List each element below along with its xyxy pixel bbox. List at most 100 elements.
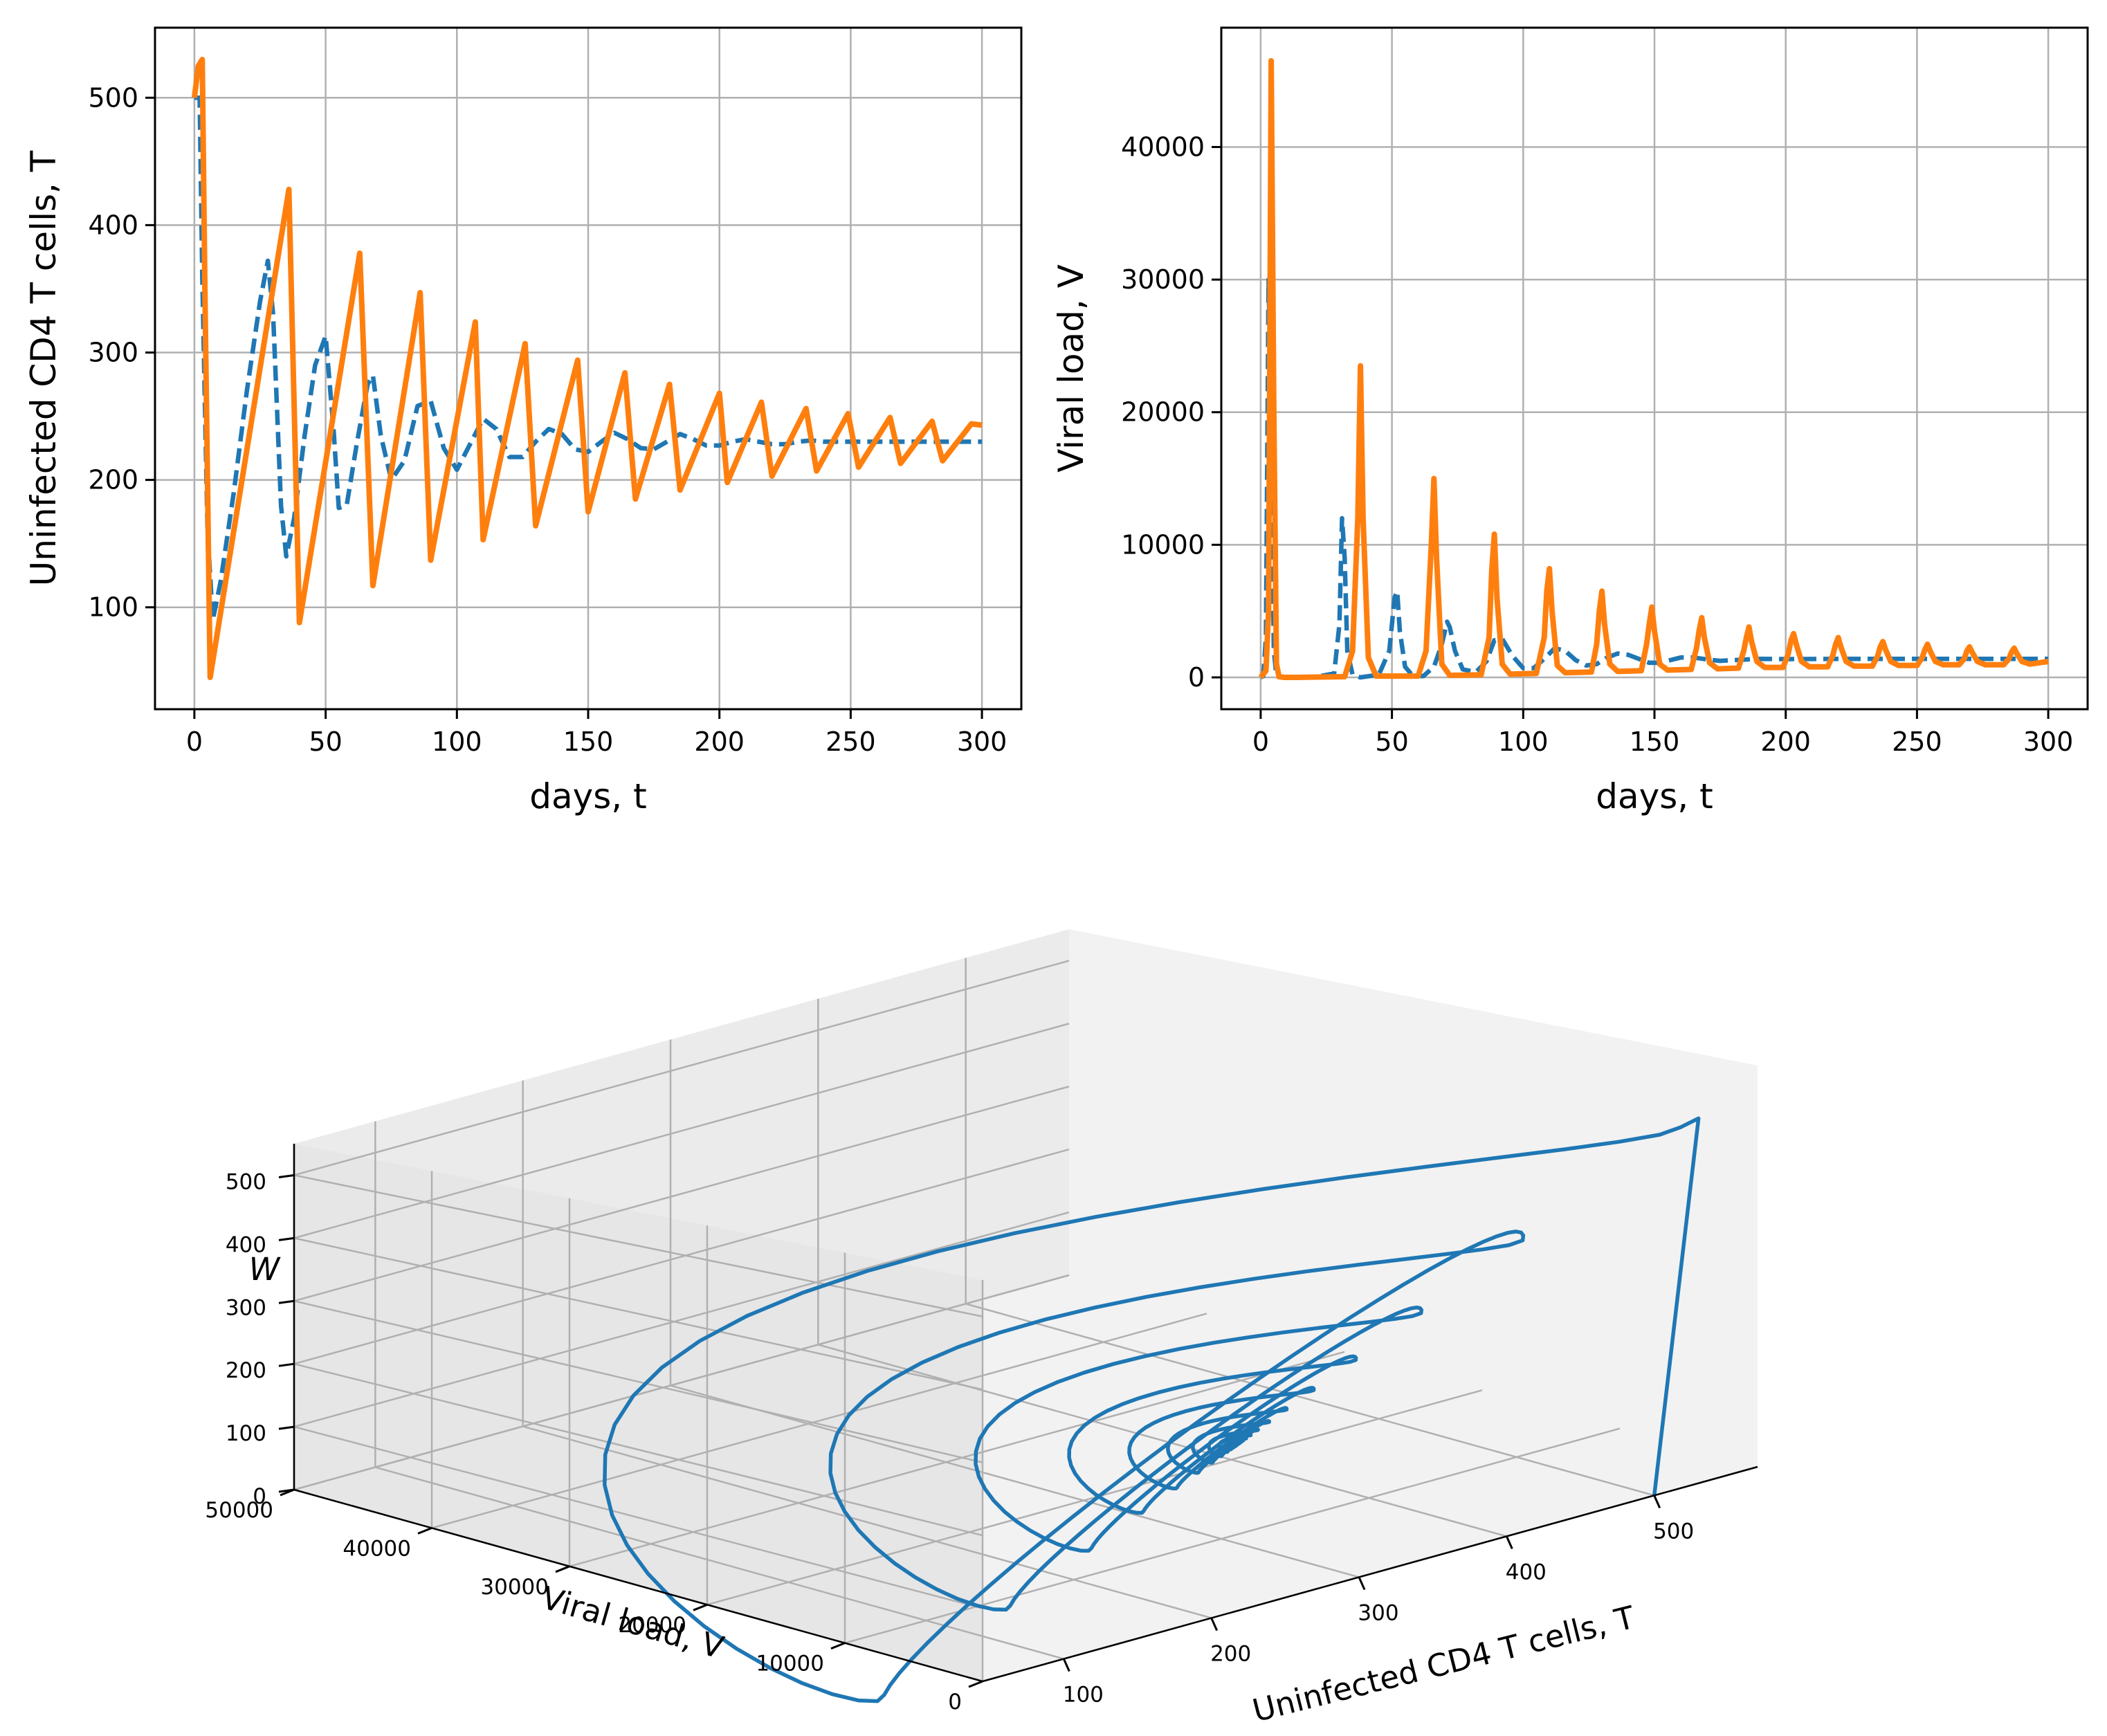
v-plot-grid xyxy=(1221,28,2088,709)
t-plot-grid xyxy=(155,28,1021,709)
z-gridline xyxy=(293,1237,983,1391)
y-tick-label: 300 xyxy=(88,337,138,367)
v-plot-ylabel: Viral load, V xyxy=(1051,264,1091,473)
x-tick-label: 0 xyxy=(186,727,203,757)
y-tick-label: 40000 xyxy=(343,1536,411,1561)
y-tick-label: 400 xyxy=(88,210,138,240)
y-tick-label: 0 xyxy=(948,1690,962,1715)
z-gridline xyxy=(293,1362,983,1537)
x-tick-label: 100 xyxy=(432,727,482,757)
x-tick-mark xyxy=(1062,1658,1070,1672)
z-tick-mark xyxy=(278,1173,295,1178)
subplot-3d-phase: 1002003004005000100002000030000400005000… xyxy=(205,929,1758,1729)
x-tick-label: 300 xyxy=(957,727,1007,757)
x-tick-label: 50 xyxy=(309,727,342,757)
y-tick-label: 30000 xyxy=(1121,264,1205,295)
x-gridline xyxy=(522,1425,1212,1619)
series-line-model-solid xyxy=(191,57,983,680)
z-tick-label: 400 xyxy=(226,1232,266,1257)
z-tick-label: 300 xyxy=(226,1295,266,1320)
x-tick-label: 300 xyxy=(1358,1600,1398,1625)
y-tick-label: 40000 xyxy=(1121,131,1205,162)
x-tick-mark xyxy=(1505,1535,1513,1549)
x-tick-label: 150 xyxy=(563,727,614,757)
z-tick-label: 100 xyxy=(226,1421,266,1446)
x-tick-label: 250 xyxy=(826,727,876,757)
z-gridline xyxy=(293,1086,1070,1302)
y-gridline xyxy=(569,1351,1345,1568)
x-gridline xyxy=(817,1344,1507,1537)
x-tick-mark xyxy=(1653,1495,1661,1508)
z-tick-label: 200 xyxy=(226,1358,266,1383)
x-tick-label: 100 xyxy=(1063,1683,1104,1708)
x-gridline xyxy=(670,1385,1360,1578)
y-tick-mark xyxy=(555,1565,570,1573)
z-gridline xyxy=(293,1174,983,1317)
t-plot-xlabel: days, t xyxy=(529,776,646,816)
x-tick-label: 0 xyxy=(1252,727,1269,757)
y-tick-mark xyxy=(968,1680,983,1688)
v-plot-xlabel: days, t xyxy=(1596,776,1713,816)
x-tick-mark xyxy=(1210,1617,1219,1632)
series-line-model-dashed xyxy=(1259,277,2049,680)
y-gridline xyxy=(431,1313,1207,1529)
y-tick-label: 20000 xyxy=(618,1613,686,1638)
y-tick-label: 10000 xyxy=(756,1652,824,1676)
y-tick-label: 100 xyxy=(88,592,138,623)
3d-xlabel: Uninfected CD4 T cells, T xyxy=(1249,1599,1639,1730)
z-gridline xyxy=(293,1148,1070,1365)
x-tick-mark xyxy=(1358,1576,1366,1591)
z-gridline xyxy=(293,1300,983,1463)
y-tick-label: 30000 xyxy=(480,1575,549,1600)
side-pane xyxy=(1069,929,1758,1467)
3d-panes xyxy=(294,929,1758,1681)
t-plot-ticks: 0 50 100 150 200 250 300 100 200 300 400 500 xyxy=(88,82,1007,757)
t-plot-lines xyxy=(191,57,983,680)
x-tick-label: 200 xyxy=(1210,1641,1251,1666)
z-tick-mark xyxy=(278,1299,295,1304)
z-tick-mark xyxy=(278,1488,295,1493)
x-tick-label: 250 xyxy=(1892,727,1942,757)
x-tick-label: 400 xyxy=(1506,1560,1547,1584)
t-plot-ylabel: Uninfected CD4 T cells, T xyxy=(24,150,64,586)
z-gridline xyxy=(293,1211,1070,1428)
series-line-model-solid xyxy=(1258,57,2049,680)
y-tick-mark xyxy=(693,1603,708,1611)
3d-axis-line xyxy=(982,1465,1758,1683)
subplot-v-vs-time: 0 50 100 150 200 250 300010000200003000040000 … xyxy=(1051,26,2089,816)
x-gridline xyxy=(374,1466,1064,1660)
3d-axis-line xyxy=(293,1488,983,1683)
x-tick-label: 300 xyxy=(2023,727,2074,757)
subplot-t-vs-time: 0 50 100 150 200 250 300 100 200 300 400 500 days, … xyxy=(24,26,1023,816)
x-tick-label: 100 xyxy=(1498,727,1549,757)
x-tick-label: 150 xyxy=(1630,727,1680,757)
z-tick-mark xyxy=(278,1362,295,1367)
series-line-trajectory xyxy=(603,1116,1701,1703)
z-tick-mark xyxy=(278,1236,295,1241)
y-tick-label: 50000 xyxy=(205,1498,273,1523)
z-tick-mark xyxy=(278,1425,295,1430)
x-tick-label: 500 xyxy=(1653,1519,1694,1544)
y-tick-label: 0 xyxy=(1188,662,1205,693)
3d-ticks: 1002003004005000100002000030000400005000… xyxy=(205,1144,1758,1715)
v-plot-ticks: 0 50 100 150 200 250 300 0 10000 20000 30000 40000 xyxy=(1121,131,2073,757)
z-gridline xyxy=(293,960,1070,1176)
3d-grid xyxy=(293,958,1758,1683)
x-tick-label: 50 xyxy=(1375,727,1408,757)
x-gridline xyxy=(965,1303,1655,1497)
z-tick-label: 500 xyxy=(226,1169,266,1194)
y-tick-label: 20000 xyxy=(1121,397,1205,428)
y-tick-label: 500 xyxy=(88,82,138,113)
z-gridline xyxy=(293,1274,1070,1491)
z-tick-label: 0 xyxy=(253,1484,266,1509)
y-tick-mark xyxy=(830,1642,846,1650)
left-pane xyxy=(294,1144,983,1681)
z-gridline xyxy=(293,1425,983,1609)
v-plot-lines xyxy=(1258,57,2049,680)
y-tick-mark xyxy=(417,1527,432,1535)
x-tick-label: 200 xyxy=(694,727,745,757)
x-tick-label: 200 xyxy=(1760,727,1811,757)
3d-trajectory-layer xyxy=(603,1116,1701,1703)
y-gridline xyxy=(844,1427,1621,1644)
